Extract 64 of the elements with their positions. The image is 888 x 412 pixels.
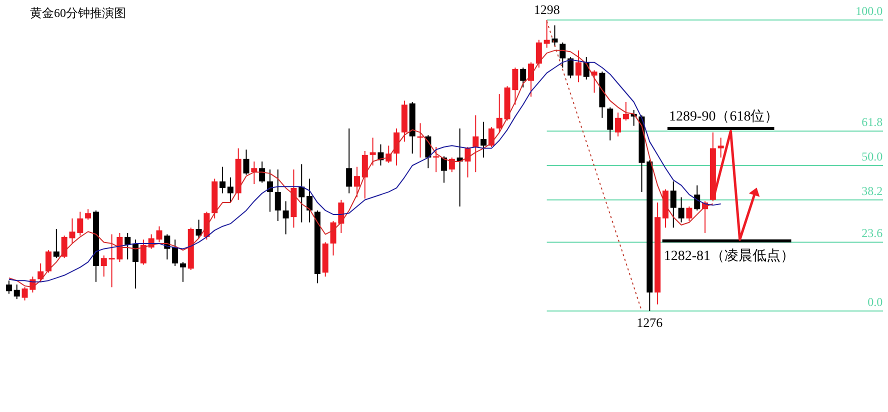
candlestick — [346, 128, 352, 194]
candlestick — [46, 250, 52, 274]
candlestick — [694, 184, 700, 211]
chart-title: 黄金60分钟推演图 — [30, 6, 126, 20]
text: 23.6 — [862, 226, 883, 240]
text: 61.8 — [862, 115, 883, 130]
annotation: 1298 — [534, 2, 560, 17]
candlestick — [560, 42, 566, 68]
candlestick — [180, 262, 186, 282]
candlestick — [678, 196, 684, 223]
candlestick — [433, 146, 440, 173]
candlestick — [227, 176, 234, 204]
candlestick — [251, 161, 258, 185]
candlestick — [488, 126, 494, 148]
candlestick — [306, 178, 313, 223]
candlestick — [172, 239, 178, 267]
ref-line-label: 1289-90（618位） — [669, 108, 779, 124]
candlestick — [140, 239, 146, 266]
candlestick — [520, 67, 526, 88]
candlestick — [686, 206, 692, 222]
candlestick — [77, 211, 84, 236]
candlestick — [718, 137, 724, 158]
candlestick — [204, 211, 210, 240]
candlestick — [220, 166, 226, 194]
annotation: 1276 — [636, 315, 664, 330]
candlestick — [6, 280, 12, 294]
candlestick — [53, 228, 60, 259]
candlestick — [552, 24, 558, 47]
text: 38.2 — [862, 184, 883, 198]
candlestick — [274, 168, 281, 222]
candlestick — [362, 150, 368, 200]
candlestick — [591, 70, 598, 94]
candlestick — [100, 254, 107, 278]
candlestick — [298, 164, 305, 223]
ref-line-label: 1282-81（凌晨低点） — [664, 248, 795, 264]
candlestick — [259, 161, 266, 184]
text: 50.0 — [862, 150, 883, 164]
candlestick — [370, 137, 376, 166]
candlestick — [622, 102, 629, 122]
candlestick — [496, 94, 502, 133]
text: 0.0 — [868, 295, 883, 309]
candlestick — [354, 166, 360, 198]
candlestick — [243, 149, 250, 176]
candlestick — [472, 114, 479, 173]
candlestick — [448, 157, 455, 173]
candlestick — [607, 106, 614, 141]
candlestick — [441, 156, 447, 184]
candlestick — [282, 200, 289, 235]
candlestick — [394, 128, 400, 166]
candlestick — [196, 219, 202, 239]
candlestick — [568, 56, 574, 79]
candlestick — [615, 112, 622, 137]
candlestick — [528, 62, 534, 98]
candlestick — [480, 121, 487, 158]
candlestick — [544, 20, 550, 48]
candlestick — [85, 208, 92, 220]
candlestick — [575, 50, 582, 83]
candlestick — [38, 262, 44, 282]
candlestick — [14, 284, 20, 300]
text: 100.0 — [856, 4, 883, 18]
candlestick — [124, 232, 131, 260]
candlestick — [670, 180, 676, 228]
candlestick — [132, 239, 139, 290]
candlestick — [536, 39, 542, 68]
